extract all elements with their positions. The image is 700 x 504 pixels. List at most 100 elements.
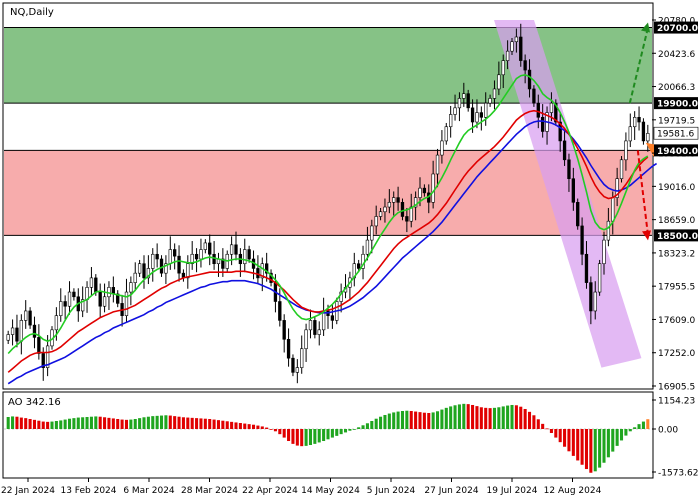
oscillator-bar [54, 420, 58, 430]
oscillator-bar [116, 418, 120, 430]
forecast-down-arrowhead [642, 230, 651, 241]
candle [370, 219, 374, 254]
x-tick-label: 28 Mar 2024 [181, 486, 238, 496]
candle-body [168, 249, 172, 265]
candle-body [94, 277, 98, 293]
oscillator-bar [619, 429, 624, 441]
candle-body [449, 114, 453, 128]
candle [32, 316, 37, 349]
oscillator-bar [584, 429, 589, 470]
oscillator-bar [593, 429, 597, 472]
candle-body [6, 334, 10, 341]
oscillator-bar [212, 419, 216, 430]
oscillator-bar [479, 407, 483, 430]
candle-body [247, 249, 251, 260]
time-axis: 22 Jan 2024 13 Feb 2024 6 Mar 2024 28 Mar 2… [1, 478, 602, 496]
candle-body [422, 187, 427, 194]
oscillator-bar [571, 429, 575, 456]
candle [116, 290, 120, 308]
oscillator-bar [11, 416, 15, 430]
candle-body [624, 140, 628, 161]
candle [558, 113, 562, 152]
oscillator-bar [146, 416, 150, 430]
candle [444, 122, 448, 145]
candle-body [549, 102, 554, 113]
candle-body [554, 102, 558, 123]
candle [637, 106, 641, 131]
candle-body [133, 272, 137, 283]
moving-average-slow [7, 120, 658, 385]
oscillator-bar [269, 429, 273, 430]
candle [317, 321, 321, 346]
candle [291, 354, 295, 377]
oscillator-bar [523, 408, 527, 430]
oscillator-bar [637, 424, 641, 430]
oscillator-bar [541, 423, 545, 430]
candle-body [194, 253, 199, 260]
candle-body [562, 140, 567, 161]
oscillator-bar [59, 420, 63, 430]
candle [59, 288, 63, 322]
oscillator-bar [361, 425, 365, 430]
candle [67, 281, 72, 315]
oscillator-bar [317, 429, 321, 443]
candle-body [641, 121, 646, 142]
candle-body [151, 253, 155, 269]
oscillator-bar [414, 411, 418, 430]
x-tick-label: 6 Mar 2024 [123, 486, 175, 496]
candle [133, 262, 137, 292]
oscillator-bar [365, 423, 369, 430]
oscillator-bar [282, 429, 286, 438]
level-tag: 19900.0 [657, 100, 698, 110]
oscillator-bar [387, 413, 391, 430]
oscillator-bar [94, 416, 98, 430]
candle-body [405, 216, 409, 222]
oscillator-bar [370, 420, 374, 430]
oscillator-bar [457, 404, 461, 430]
candle-body [221, 258, 225, 269]
candle-body [186, 263, 190, 279]
candle-body [602, 239, 606, 265]
candle [98, 283, 102, 318]
oscillator-bar [76, 417, 80, 430]
oscillator-bar [322, 429, 326, 442]
candle-body [466, 93, 470, 109]
oscillator-bar [247, 424, 251, 430]
candle-body [54, 315, 59, 331]
osc-tick-label: -1573.62 [658, 469, 698, 479]
x-tick-label: 27 Jun 2024 [424, 486, 478, 496]
oscillator-bar [484, 407, 488, 430]
y-tick-label: 18659.0 [658, 216, 695, 226]
candle [457, 92, 462, 122]
candle-body [387, 202, 391, 208]
candle-body [81, 299, 85, 312]
candle-body [357, 263, 361, 269]
oscillator-bar [195, 418, 199, 430]
oscillator-bar [203, 418, 207, 430]
oscillator-bar [492, 407, 497, 430]
candle [265, 252, 269, 282]
candle-body [505, 50, 510, 61]
candle-body [492, 88, 497, 99]
candle-body [159, 258, 164, 274]
candle-body [392, 197, 396, 203]
oscillator-bar [633, 427, 637, 430]
oscillator-bar [6, 416, 10, 430]
current-price-tag-bg [653, 126, 699, 140]
candle [562, 127, 567, 166]
candle-body [330, 315, 335, 321]
moving-averages-layer [7, 73, 658, 385]
candle-body [497, 74, 501, 90]
candle [15, 314, 19, 348]
oscillator-bar [234, 422, 238, 430]
candle-body [286, 338, 291, 359]
candle-body [124, 291, 129, 316]
oscillator-bar [32, 419, 37, 430]
candle-body [45, 345, 50, 368]
candle [505, 40, 510, 70]
candle [102, 283, 107, 313]
level-tag-bg [654, 144, 698, 157]
oscillator-bar [624, 429, 628, 436]
candle [479, 106, 483, 131]
candle-body [527, 69, 532, 90]
